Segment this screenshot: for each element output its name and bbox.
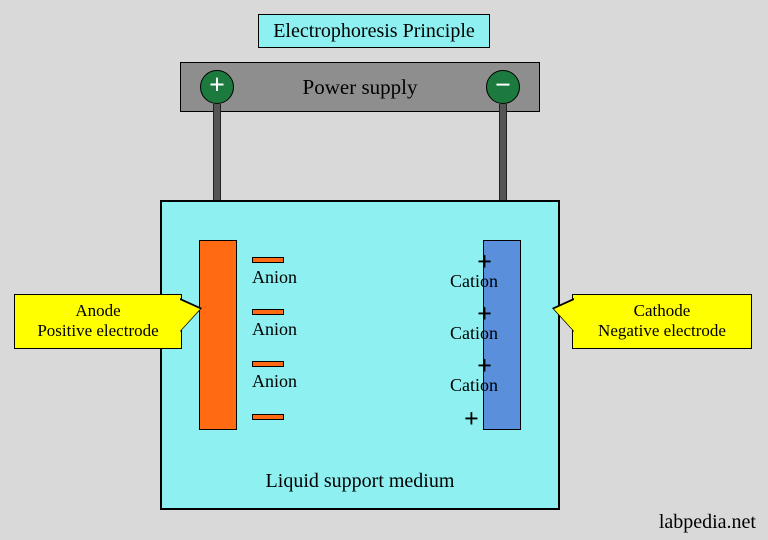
watermark: labpedia.net xyxy=(659,511,756,534)
cation-plus-icon: + xyxy=(464,404,479,434)
cation-label: Cation xyxy=(398,375,498,396)
cation-row: + Cation xyxy=(398,246,498,298)
cation-label: Cation xyxy=(398,271,498,292)
anion-bar-icon xyxy=(252,414,284,420)
cation-plus-icon: + xyxy=(398,357,498,375)
anode-callout: Anode Positive electrode xyxy=(14,294,182,349)
anion-label: Anion xyxy=(252,267,352,288)
anode-callout-pointer xyxy=(180,298,202,332)
anion-bar-icon xyxy=(252,361,284,367)
cation-row: + Cation xyxy=(398,298,498,350)
cation-plus-icon: + xyxy=(398,253,498,271)
anion-label: Anion xyxy=(252,319,352,340)
cation-plus-icon: + xyxy=(398,305,498,323)
positive-terminal-icon: + xyxy=(200,70,234,104)
anion-row: Anion xyxy=(252,350,352,402)
cation-row: + Cation xyxy=(398,350,498,402)
anode-electrode xyxy=(199,240,237,430)
anode-callout-line2: Positive electrode xyxy=(37,321,158,340)
cation-column: + Cation + Cation + Cation xyxy=(398,246,498,402)
diagram-title: Electrophoresis Principle xyxy=(258,14,490,48)
cathode-callout-pointer xyxy=(552,298,574,332)
anion-bar-icon xyxy=(252,309,284,315)
cathode-callout-line1: Cathode xyxy=(634,301,691,320)
anion-column: Anion Anion Anion xyxy=(252,246,352,402)
cation-label: Cation xyxy=(398,323,498,344)
cathode-callout: Cathode Negative electrode xyxy=(572,294,752,349)
anion-bar-icon xyxy=(252,257,284,263)
anion-row: Anion xyxy=(252,298,352,350)
anion-label: Anion xyxy=(252,371,352,392)
cathode-callout-line2: Negative electrode xyxy=(598,321,726,340)
negative-terminal-icon: − xyxy=(486,70,520,104)
medium-label: Liquid support medium xyxy=(160,470,560,493)
anode-callout-line1: Anode xyxy=(75,301,120,320)
anion-row: Anion xyxy=(252,246,352,298)
